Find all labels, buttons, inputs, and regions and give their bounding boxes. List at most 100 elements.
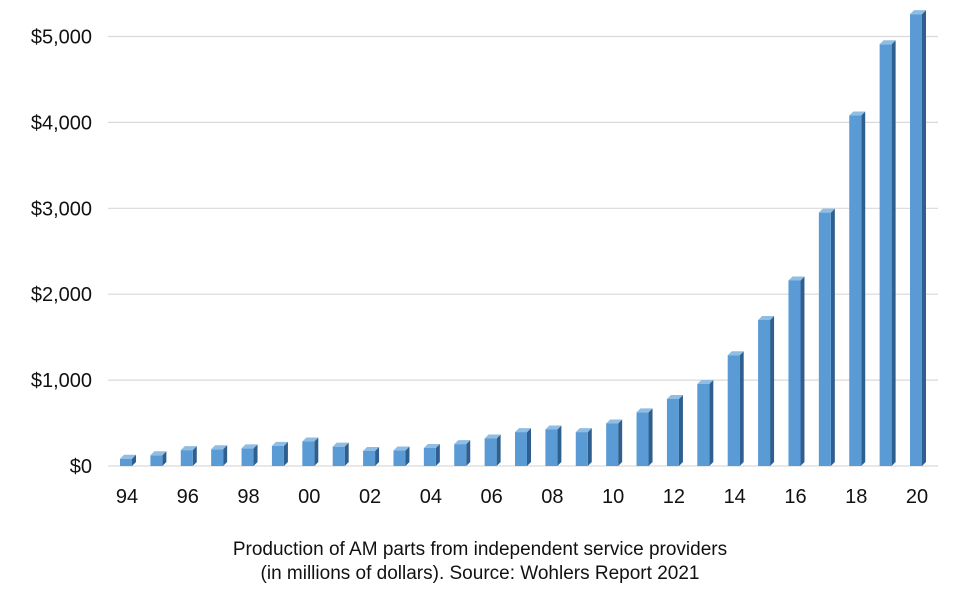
bar-side — [314, 437, 319, 466]
bar — [423, 443, 440, 466]
bar-side — [466, 440, 471, 466]
bar-side — [618, 419, 623, 466]
bar-side — [648, 408, 653, 466]
caption-line-1: Production of AM parts from independent … — [232, 539, 728, 560]
bar — [818, 208, 835, 466]
x-tick-label: 12 — [663, 486, 685, 508]
bar-front — [818, 212, 831, 466]
bar-side — [922, 10, 926, 466]
bar-front — [211, 449, 224, 466]
bar-front — [758, 319, 771, 466]
bar — [788, 276, 805, 466]
bar — [302, 437, 319, 466]
bar — [545, 425, 562, 466]
bar — [241, 444, 258, 466]
bars — [120, 10, 926, 467]
bar-top — [575, 428, 592, 433]
bar-front — [332, 446, 345, 466]
bar — [666, 394, 683, 466]
x-tick-label: 96 — [177, 486, 199, 508]
bar-top — [180, 446, 197, 451]
bar-top — [211, 445, 228, 450]
bar-front — [636, 412, 649, 466]
bar-top — [454, 440, 471, 445]
bar-top — [545, 425, 562, 430]
bar — [727, 351, 744, 466]
bar-top — [302, 437, 319, 442]
bar-front — [849, 115, 862, 466]
bar-side — [800, 276, 805, 466]
y-tick-label: $5,000 — [31, 27, 92, 49]
bar-front — [423, 447, 436, 466]
bar-front — [120, 458, 132, 466]
bar-side — [830, 208, 835, 466]
bar-front — [241, 448, 254, 466]
bar-front — [393, 450, 406, 466]
bar-side — [132, 454, 136, 466]
bar-top — [636, 408, 653, 413]
bar-top — [818, 208, 835, 213]
bar-top — [393, 446, 410, 451]
y-axis-tick-labels: $0 $1,000 $2,000 $3,000 $4,000 $5,000 — [31, 27, 92, 479]
bar-front — [363, 450, 376, 466]
bar-front — [515, 432, 527, 466]
bar — [697, 379, 714, 466]
bar-side — [709, 379, 714, 466]
bar-side — [192, 446, 197, 466]
x-tick-label: 98 — [237, 486, 259, 508]
bar — [484, 434, 501, 466]
y-tick-label: $2,000 — [31, 284, 92, 306]
x-tick-label: 16 — [784, 486, 806, 508]
bar-top — [150, 451, 167, 456]
y-tick-label: $1,000 — [31, 370, 92, 392]
x-tick-label: 02 — [359, 486, 381, 508]
bar-side — [223, 445, 228, 466]
bar-side — [587, 428, 592, 466]
bar-front — [545, 429, 558, 466]
bar-front — [910, 14, 922, 466]
bar-front — [666, 398, 679, 466]
bar-side — [770, 315, 775, 466]
bar — [879, 40, 896, 467]
bar-front — [302, 441, 315, 466]
bar-top — [120, 454, 136, 459]
caption-line-2: (in millions of dollars). Source: Wohler… — [260, 563, 700, 584]
bar-side — [496, 434, 501, 466]
bar-top — [788, 276, 805, 281]
x-tick-label: 00 — [298, 486, 320, 508]
bar-top — [271, 441, 288, 446]
bar-top — [727, 351, 744, 356]
bar-top — [849, 111, 866, 116]
bar-top — [879, 40, 896, 45]
bar-side — [557, 425, 562, 466]
bar-side — [162, 451, 167, 466]
x-tick-label: 04 — [420, 486, 442, 508]
x-tick-label: 10 — [602, 486, 624, 508]
bar-side — [861, 111, 866, 466]
bar — [454, 440, 471, 466]
x-tick-label: 20 — [906, 486, 928, 508]
bar-top — [484, 434, 501, 439]
bar-front — [484, 438, 497, 466]
y-tick-label: $4,000 — [31, 112, 92, 134]
bar — [910, 10, 926, 466]
bar-side — [253, 444, 258, 466]
bar-front — [606, 423, 619, 466]
bar — [575, 428, 592, 466]
bar-top — [606, 419, 623, 424]
bar-side — [527, 428, 531, 466]
bar-side — [739, 351, 744, 466]
bar-front — [575, 432, 588, 466]
bar — [515, 428, 531, 466]
x-tick-label: 18 — [845, 486, 867, 508]
bar-top — [910, 10, 926, 15]
bar — [849, 111, 866, 466]
bar — [271, 441, 288, 466]
bar-side — [344, 442, 349, 466]
bar-side — [375, 446, 380, 466]
bar — [758, 315, 775, 466]
bar-front — [180, 450, 193, 466]
x-tick-label: 06 — [480, 486, 502, 508]
gridlines — [108, 35, 938, 467]
